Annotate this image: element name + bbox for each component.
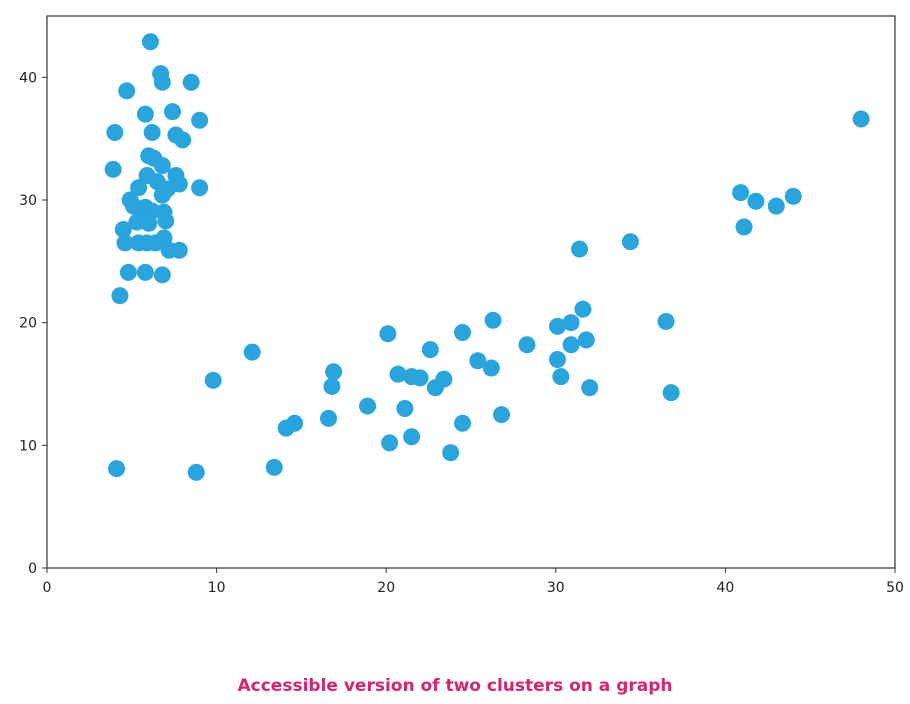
data-point — [204, 371, 222, 389]
x-tick-label: 30 — [547, 580, 565, 596]
data-point — [106, 124, 124, 142]
data-point — [119, 263, 137, 281]
data-point — [153, 186, 171, 204]
data-point — [114, 220, 132, 238]
y-tick-label: 10 — [19, 438, 37, 454]
data-point — [482, 359, 500, 377]
data-point — [411, 369, 429, 387]
data-point — [170, 241, 188, 259]
data-point — [574, 300, 592, 318]
data-point — [389, 365, 407, 383]
data-point — [174, 131, 192, 149]
data-point — [359, 397, 377, 415]
data-point — [852, 110, 870, 128]
data-point — [130, 179, 148, 197]
data-point — [552, 368, 570, 386]
data-point — [243, 343, 261, 361]
data-point — [379, 325, 397, 343]
data-point — [562, 314, 580, 332]
data-point — [104, 160, 122, 178]
y-tick-label: 30 — [19, 193, 37, 209]
data-point — [153, 73, 171, 91]
data-point — [577, 331, 595, 349]
data-point — [747, 192, 765, 210]
data-point — [421, 341, 439, 359]
data-point — [116, 234, 134, 252]
data-point — [265, 458, 283, 476]
data-point — [286, 414, 304, 432]
data-point — [187, 463, 205, 481]
y-axis-ticks: 0 10 20 30 40 — [19, 70, 47, 577]
data-point — [662, 384, 680, 402]
data-point — [581, 379, 599, 397]
data-point — [493, 406, 511, 424]
data-point — [118, 82, 136, 100]
data-point — [320, 409, 338, 427]
data-point — [735, 218, 753, 236]
accessible-version-link[interactable]: Accessible version of two clusters on a … — [237, 676, 673, 696]
data-point — [323, 377, 341, 395]
data-point — [571, 240, 589, 258]
x-tick-label: 10 — [208, 580, 226, 596]
data-point — [164, 103, 182, 121]
x-tick-label: 20 — [377, 580, 395, 596]
data-point — [442, 444, 460, 462]
data-point — [657, 312, 675, 330]
data-points — [104, 33, 870, 481]
data-point — [548, 350, 566, 368]
data-point — [153, 266, 171, 284]
data-point — [732, 184, 750, 202]
x-axis-ticks: 0 10 20 30 40 50 — [43, 568, 904, 596]
x-tick-label: 50 — [886, 580, 904, 596]
data-point — [435, 370, 453, 388]
data-point — [157, 212, 175, 230]
data-point — [381, 434, 399, 452]
data-point — [518, 336, 536, 354]
data-point — [396, 400, 414, 418]
data-point — [191, 179, 209, 197]
data-point — [108, 460, 126, 478]
data-point — [562, 336, 580, 354]
data-point — [484, 311, 502, 329]
y-tick-label: 40 — [19, 70, 37, 86]
x-tick-label: 0 — [43, 580, 52, 596]
data-point — [454, 323, 472, 341]
plot-frame — [46, 15, 896, 569]
data-point — [141, 33, 159, 51]
data-point — [182, 73, 200, 91]
data-point — [325, 363, 343, 381]
scatter-chart: 0 10 20 30 40 50 0 10 20 30 40 — [19, 15, 904, 596]
y-tick-label: 0 — [28, 561, 37, 577]
data-point — [143, 124, 161, 142]
data-point — [454, 414, 472, 432]
data-point — [153, 157, 171, 175]
data-point — [784, 187, 802, 205]
data-point — [403, 428, 421, 446]
data-point — [621, 233, 639, 251]
y-tick-label: 20 — [19, 316, 37, 332]
data-point — [548, 317, 566, 335]
data-point — [136, 263, 154, 281]
data-point — [136, 105, 154, 123]
data-point — [469, 352, 487, 370]
data-point — [111, 287, 129, 305]
x-tick-label: 40 — [716, 580, 734, 596]
data-point — [767, 197, 785, 215]
data-point — [191, 111, 209, 129]
data-point — [140, 214, 158, 232]
